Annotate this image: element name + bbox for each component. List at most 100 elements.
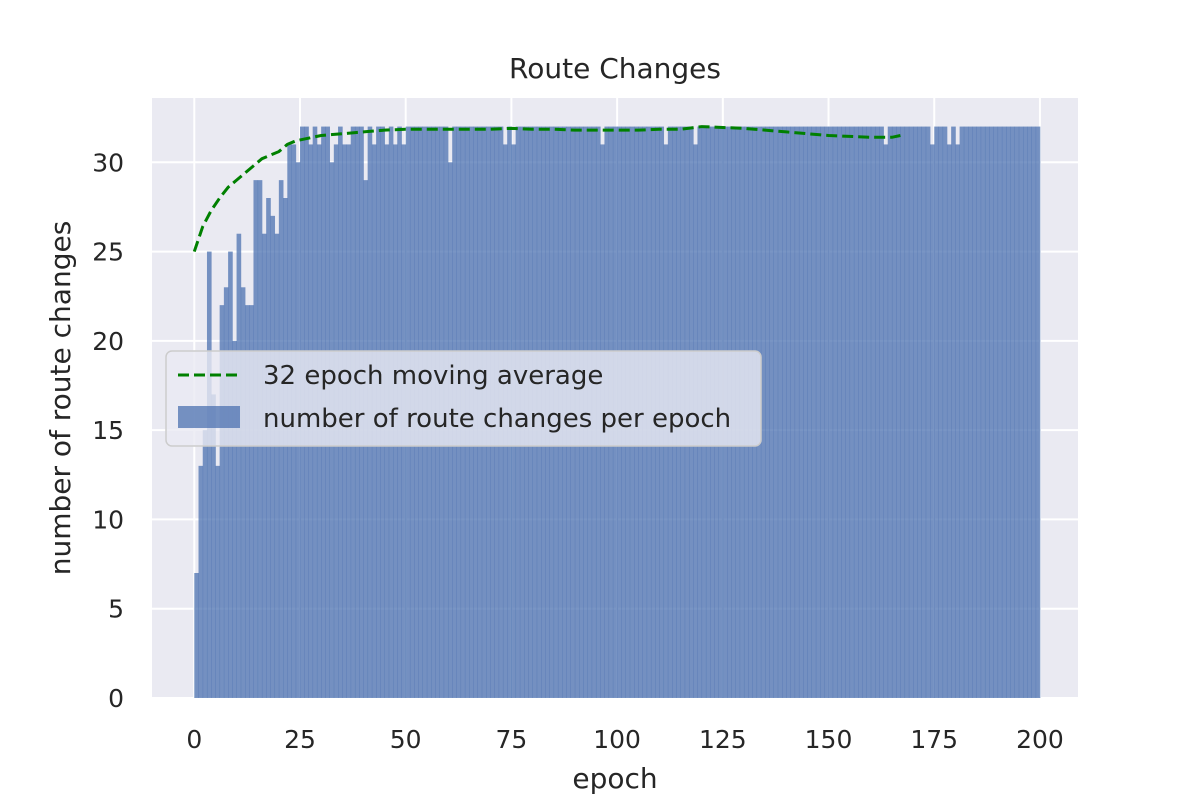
bar bbox=[993, 126, 999, 699]
bar bbox=[811, 126, 817, 699]
bar bbox=[849, 126, 855, 699]
bar bbox=[862, 126, 867, 699]
bar bbox=[765, 126, 770, 699]
legend-label-moving-average: 32 epoch moving average bbox=[263, 361, 603, 391]
y-tick-label: 15 bbox=[92, 416, 124, 445]
x-tick-label: 125 bbox=[699, 725, 747, 754]
bar bbox=[959, 126, 965, 699]
legend-bar-swatch bbox=[178, 406, 240, 428]
bar bbox=[925, 126, 931, 699]
legend-box bbox=[165, 350, 762, 447]
y-tick-label: 5 bbox=[108, 595, 124, 624]
bar bbox=[820, 126, 825, 699]
bar bbox=[1010, 126, 1015, 699]
bar bbox=[223, 287, 229, 698]
bar bbox=[228, 251, 233, 699]
bar bbox=[875, 126, 880, 699]
bar bbox=[1023, 126, 1028, 699]
bar bbox=[274, 233, 280, 698]
y-tick-label: 20 bbox=[92, 327, 124, 356]
bar bbox=[887, 126, 893, 699]
bar bbox=[786, 126, 791, 699]
bar bbox=[1018, 126, 1024, 699]
bar bbox=[989, 126, 994, 699]
bar bbox=[807, 126, 813, 699]
bar bbox=[896, 126, 901, 699]
bar bbox=[968, 126, 973, 699]
y-axis-label: number of route changes bbox=[44, 221, 77, 576]
bar bbox=[1035, 126, 1041, 699]
x-tick-label: 75 bbox=[496, 725, 528, 754]
bar bbox=[921, 126, 927, 699]
bar bbox=[760, 126, 766, 699]
bar bbox=[782, 126, 787, 699]
bar bbox=[266, 198, 271, 698]
bar bbox=[769, 126, 774, 699]
bar bbox=[1001, 126, 1007, 699]
bar bbox=[870, 126, 876, 699]
bar bbox=[972, 126, 977, 699]
bar bbox=[997, 126, 1003, 699]
bar bbox=[270, 215, 276, 698]
bar bbox=[841, 126, 846, 699]
bar bbox=[845, 126, 851, 699]
bar bbox=[866, 126, 872, 699]
bar bbox=[773, 126, 779, 699]
x-tick-label: 175 bbox=[910, 725, 958, 754]
y-tick-label: 30 bbox=[92, 148, 124, 177]
x-tick-label: 200 bbox=[1016, 725, 1064, 754]
bar bbox=[249, 305, 254, 698]
bar bbox=[236, 233, 242, 698]
bar bbox=[219, 305, 225, 698]
chart-title: Route Changes bbox=[509, 52, 721, 85]
bar bbox=[980, 126, 986, 699]
bar bbox=[194, 573, 199, 698]
bar bbox=[913, 126, 918, 699]
x-tick-label: 100 bbox=[593, 725, 641, 754]
bar bbox=[824, 126, 829, 699]
bar bbox=[976, 126, 982, 699]
bar bbox=[938, 126, 944, 699]
bar bbox=[883, 144, 889, 698]
bar bbox=[794, 126, 800, 699]
bar bbox=[828, 126, 834, 699]
x-tick-label: 50 bbox=[390, 725, 422, 754]
bar bbox=[951, 126, 956, 699]
bar bbox=[836, 126, 842, 699]
bar bbox=[777, 126, 783, 699]
bar bbox=[900, 126, 906, 699]
bar bbox=[240, 287, 246, 698]
bar bbox=[1006, 126, 1011, 699]
bar bbox=[858, 126, 863, 699]
y-tick-label: 10 bbox=[92, 505, 124, 534]
bar bbox=[1014, 126, 1020, 699]
y-tick-label: 25 bbox=[92, 238, 124, 267]
bar bbox=[934, 126, 939, 699]
legend-label-route-changes: number of route changes per epoch bbox=[263, 404, 731, 434]
legend: 32 epoch moving average number of route … bbox=[165, 350, 762, 447]
bar bbox=[798, 126, 804, 699]
bar bbox=[963, 126, 969, 699]
bar bbox=[815, 126, 821, 699]
bar bbox=[261, 233, 267, 698]
bar bbox=[879, 126, 884, 699]
bar bbox=[198, 465, 204, 698]
bar bbox=[232, 340, 237, 698]
bar bbox=[917, 126, 922, 699]
y-tick-label: 0 bbox=[108, 684, 124, 713]
bar bbox=[891, 126, 897, 699]
bar bbox=[1027, 126, 1032, 699]
bar bbox=[206, 251, 212, 699]
bar bbox=[283, 198, 288, 698]
bar bbox=[904, 126, 910, 699]
x-axis-label: epoch bbox=[572, 762, 657, 795]
bar bbox=[946, 144, 952, 698]
bar bbox=[215, 465, 221, 698]
bar bbox=[245, 305, 250, 698]
bar bbox=[202, 430, 208, 698]
bar bbox=[803, 126, 808, 699]
bar bbox=[942, 126, 948, 699]
bar bbox=[853, 126, 859, 699]
x-tick-labels: 0 25 50 75 100 125 150 175 200 bbox=[186, 725, 1063, 754]
